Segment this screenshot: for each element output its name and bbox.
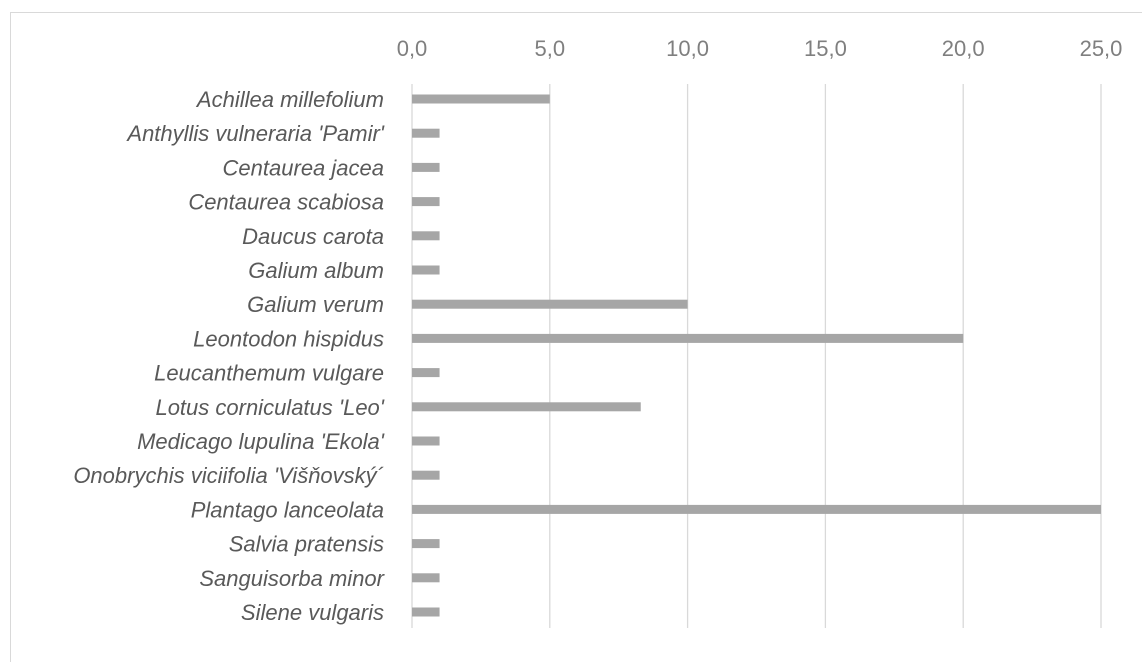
- x-tick-label: 0,0: [397, 36, 428, 61]
- bar: [412, 368, 440, 378]
- bar: [412, 231, 440, 241]
- x-tick-label: 20,0: [942, 36, 985, 61]
- category-label: Lotus corniculatus 'Leo': [155, 395, 384, 420]
- bar: [412, 128, 440, 138]
- category-labels: Achillea millefolium Anthyllis vulneraria…: [73, 87, 385, 625]
- category-label: Salvia pratensis: [229, 532, 384, 557]
- category-label: Medicago lupulina 'Ekola': [137, 429, 385, 454]
- category-label: Anthyllis vulneraria 'Pamir': [125, 121, 384, 146]
- category-label: Achillea millefolium: [195, 87, 384, 112]
- bar: [412, 94, 550, 104]
- bar: [412, 197, 440, 207]
- bar: [412, 333, 964, 343]
- category-label: Daucus carota: [242, 224, 384, 249]
- bars: [412, 94, 1101, 617]
- x-axis-tick-labels: 0,0 5,0 10,0 15,0 20,0 25,0: [397, 36, 1123, 61]
- category-label: Silene vulgaris: [241, 600, 384, 625]
- category-label: Leontodon hispidus: [193, 326, 384, 351]
- category-label: Galium album: [248, 258, 384, 283]
- x-tick-label: 5,0: [535, 36, 566, 61]
- x-tick-label: 25,0: [1080, 36, 1123, 61]
- category-label: Plantago lanceolata: [191, 497, 384, 522]
- bar: [412, 436, 440, 446]
- category-label: Centaurea scabiosa: [188, 190, 384, 215]
- category-label: Leucanthemum vulgare: [154, 361, 384, 386]
- bar: [412, 265, 440, 275]
- bar: [412, 607, 440, 617]
- bar: [412, 573, 440, 583]
- bar: [412, 504, 1101, 514]
- category-label: Onobrychis viciifolia 'Višňovský´: [73, 463, 384, 488]
- category-label: Sanguisorba minor: [199, 566, 385, 591]
- bar: [412, 470, 440, 480]
- bar: [412, 162, 440, 172]
- x-tick-label: 15,0: [804, 36, 847, 61]
- gridlines: [411, 84, 1102, 628]
- bar: [412, 402, 641, 412]
- bar: [412, 299, 688, 309]
- x-tick-label: 10,0: [666, 36, 709, 61]
- category-label: Centaurea jacea: [223, 155, 384, 180]
- category-label: Galium verum: [247, 292, 384, 317]
- bar: [412, 539, 440, 549]
- chart-frame: [10, 12, 1142, 662]
